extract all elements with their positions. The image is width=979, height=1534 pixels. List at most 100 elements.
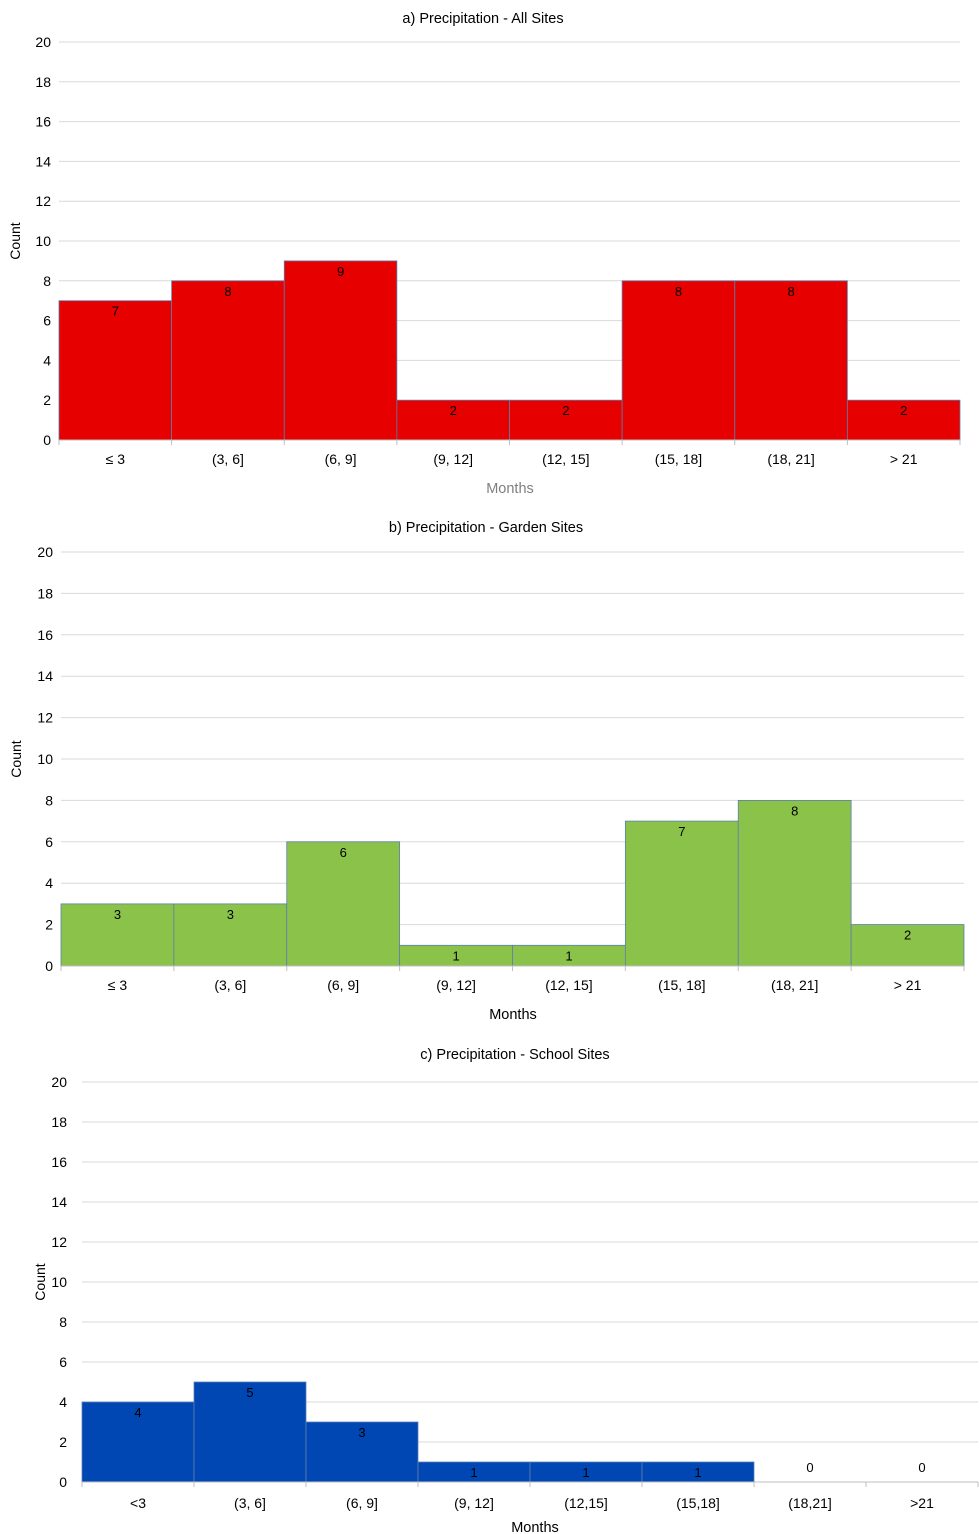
x-tick-label: > 21: [894, 977, 922, 993]
x-tick-label: ≤ 3: [106, 451, 126, 467]
x-tick-label: (9, 12]: [436, 977, 476, 993]
data-label: 1: [470, 1465, 477, 1480]
y-tick-label: 16: [37, 627, 53, 643]
y-tick-label: 12: [51, 1234, 67, 1250]
x-axis-label: Months: [486, 481, 534, 497]
bar: [734, 280, 848, 441]
y-tick-label: 6: [45, 834, 53, 850]
data-label: 7: [112, 304, 119, 319]
y-tick-label: 16: [35, 114, 51, 130]
x-tick-label: (9, 12]: [454, 1495, 494, 1511]
y-tick-label: 2: [45, 917, 53, 933]
y-tick-label: 14: [37, 668, 53, 684]
data-label: 1: [582, 1465, 589, 1480]
y-tick-label: 12: [35, 193, 51, 209]
x-tick-label: (15, 18]: [655, 451, 702, 467]
y-tick-label: 18: [51, 1114, 67, 1130]
data-label: 3: [114, 907, 121, 922]
y-tick-label: 8: [59, 1314, 67, 1330]
y-tick-label: 8: [43, 273, 51, 289]
y-tick-label: 12: [37, 710, 53, 726]
x-tick-label: (3, 6]: [234, 1495, 266, 1511]
y-tick-label: 6: [59, 1354, 67, 1370]
y-tick-label: 20: [37, 544, 53, 560]
bar: [81, 1401, 195, 1483]
data-label: 9: [337, 264, 344, 279]
y-axis-label: Count: [8, 740, 24, 777]
y-tick-label: 16: [51, 1154, 67, 1170]
bar: [193, 1381, 307, 1483]
x-tick-label: > 21: [890, 451, 918, 467]
y-tick-label: 4: [43, 352, 51, 368]
bar: [58, 300, 173, 441]
data-label: 6: [340, 845, 347, 860]
x-axis-label: Months: [489, 1007, 537, 1023]
x-tick-label: (15,18]: [676, 1495, 720, 1511]
y-tick-label: 18: [35, 74, 51, 90]
data-label: 2: [450, 403, 457, 418]
y-tick-label: 20: [51, 1074, 67, 1090]
data-label: 2: [562, 403, 569, 418]
y-tick-label: 6: [43, 313, 51, 329]
x-tick-label: (12, 15]: [542, 451, 589, 467]
y-tick-label: 10: [37, 751, 53, 767]
x-axis-label: Months: [511, 1520, 559, 1534]
bar: [850, 924, 965, 967]
chart-title: b) Precipitation - Garden Sites: [389, 520, 583, 536]
x-tick-label: (15, 18]: [658, 977, 705, 993]
bar: [737, 800, 852, 967]
x-tick-label: (6, 9]: [325, 451, 357, 467]
y-tick-label: 2: [59, 1434, 67, 1450]
x-tick-label: (12, 15]: [545, 977, 592, 993]
y-tick-label: 0: [59, 1474, 67, 1490]
data-label: 4: [134, 1405, 141, 1420]
chart-title: c) Precipitation - School Sites: [420, 1047, 609, 1063]
bar: [509, 399, 623, 441]
x-tick-label: (18, 21]: [767, 451, 814, 467]
x-tick-label: (3, 6]: [212, 451, 244, 467]
y-tick-label: 10: [35, 233, 51, 249]
x-tick-label: (3, 6]: [214, 977, 246, 993]
data-label: 8: [224, 284, 231, 299]
y-tick-label: 10: [51, 1274, 67, 1290]
data-label: 5: [246, 1385, 253, 1400]
y-tick-label: 14: [51, 1194, 67, 1210]
x-tick-label: (9, 12]: [433, 451, 473, 467]
data-label: 7: [678, 824, 685, 839]
data-label: 0: [806, 1460, 813, 1475]
x-tick-label: <3: [130, 1495, 146, 1511]
x-tick-label: (6, 9]: [327, 977, 359, 993]
data-label: 2: [904, 928, 911, 943]
y-tick-label: 8: [45, 792, 53, 808]
bar: [171, 280, 285, 441]
y-tick-label: 4: [59, 1394, 67, 1410]
x-tick-label: (12,15]: [564, 1495, 608, 1511]
data-label: 8: [675, 284, 682, 299]
y-tick-label: 18: [37, 585, 53, 601]
y-axis-label: Count: [32, 1263, 48, 1300]
data-label: 0: [918, 1460, 925, 1475]
x-tick-label: (6, 9]: [346, 1495, 378, 1511]
y-tick-label: 4: [45, 875, 53, 891]
x-tick-label: (18,21]: [788, 1495, 832, 1511]
data-label: 1: [565, 948, 572, 963]
y-tick-label: 0: [43, 432, 51, 448]
y-tick-label: 14: [35, 153, 51, 169]
data-label: 8: [787, 284, 794, 299]
bar: [60, 903, 175, 967]
data-label: 1: [694, 1465, 701, 1480]
bar: [173, 903, 288, 967]
y-tick-label: 2: [43, 392, 51, 408]
data-label: 3: [227, 907, 234, 922]
x-tick-label: ≤ 3: [108, 977, 128, 993]
bar: [621, 280, 736, 441]
data-label: 3: [358, 1425, 365, 1440]
x-tick-label: >21: [910, 1495, 934, 1511]
x-tick-label: (18, 21]: [771, 977, 818, 993]
bar: [286, 841, 401, 967]
y-axis-label: Count: [7, 222, 23, 259]
bar: [624, 820, 739, 967]
bar: [283, 260, 398, 441]
